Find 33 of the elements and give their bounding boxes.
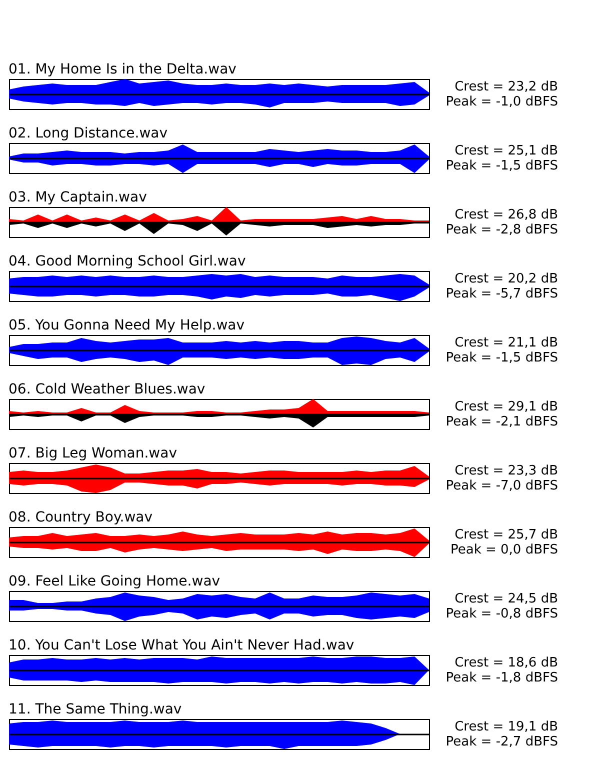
text: Peak = 0,0 dBFS [450, 542, 558, 558]
text: Peak = -1,8 dBFS [446, 670, 558, 686]
text: Crest = 21,1 dB [454, 336, 558, 350]
chart-title: 04. Good Morning School Girl.wav [8, 254, 246, 270]
text: Crest = 23,3 dB [454, 464, 558, 478]
chart-title: 08. Country Boy.wav [8, 510, 153, 526]
text: Crest = 26,8 dB [454, 208, 558, 222]
text: Peak = -1,5 dBFS [446, 350, 558, 366]
chart-title: 01. My Home Is in the Delta.wav [8, 62, 236, 78]
text: Crest = 18,6 dB [454, 656, 558, 670]
text: Peak = -2,1 dBFS [446, 414, 558, 430]
text: Peak = -1,5 dBFS [446, 158, 558, 174]
text: Crest = 25,7 dB [454, 528, 558, 542]
text: Peak = -2,7 dBFS [446, 734, 558, 750]
text: Peak = -7,0 dBFS [446, 478, 558, 494]
chart-title: 02. Long Distance.wav [8, 126, 168, 142]
text: Crest = 20,2 dB [454, 272, 558, 286]
chart-title: 05. You Gonna Need My Help.wav [8, 318, 245, 334]
chart-title: 09. Feel Like Going Home.wav [8, 574, 220, 590]
chart-title: 11. The Same Thing.wav [8, 702, 182, 718]
chart-title: 06. Cold Weather Blues.wav [8, 382, 206, 398]
text: Peak = -5,7 dBFS [446, 286, 558, 302]
text: Crest = 23,2 dB [454, 80, 558, 94]
text: Crest = 24,5 dB [454, 592, 558, 606]
text: Crest = 25,1 dB [454, 144, 558, 158]
text: Peak = -0,8 dBFS [446, 606, 558, 622]
text: Crest = 29,1 dB [454, 400, 558, 414]
text: Peak = -2,8 dBFS [446, 222, 558, 238]
text: Peak = -1,0 dBFS [446, 94, 558, 110]
chart-title: 10. You Can't Lose What You Ain't Never Had.wav [8, 638, 354, 654]
chart-title: 03. My Captain.wav [8, 190, 147, 206]
text: Crest = 19,1 dB [454, 720, 558, 734]
chart-title: 07. Big Leg Woman.wav [8, 446, 177, 462]
